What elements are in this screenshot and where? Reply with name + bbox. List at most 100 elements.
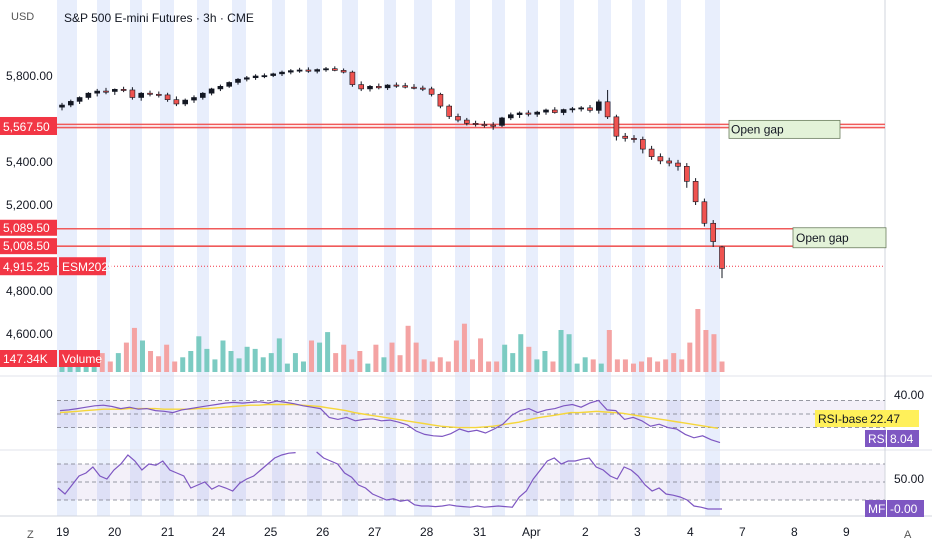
rsi-label-badge-text: RSI xyxy=(868,432,888,446)
open-gap-label: Open gap xyxy=(796,231,849,245)
volume-bar xyxy=(655,361,661,372)
last-price-badge-bg xyxy=(0,257,57,276)
candle-body xyxy=(657,156,664,162)
volume-bar xyxy=(614,359,620,372)
volume-bar xyxy=(196,336,202,372)
volume-bar xyxy=(478,338,484,372)
candle-body xyxy=(428,88,435,95)
volume-bar xyxy=(91,366,97,372)
currency-label[interactable]: USD xyxy=(11,11,35,23)
candle-body xyxy=(402,85,409,88)
volume-bar xyxy=(695,309,701,372)
candle-body xyxy=(138,92,144,98)
volume-bar xyxy=(639,361,645,372)
session-band xyxy=(598,0,611,516)
rsi-ma-value-badge-bg xyxy=(867,410,919,427)
candle-body xyxy=(208,88,215,94)
rsi-value-badge: 8.04 xyxy=(887,430,919,447)
open-gap-note xyxy=(792,227,887,249)
auto-scale-a-button[interactable]: A xyxy=(904,529,912,541)
volume-bar xyxy=(349,359,355,372)
volume-bar xyxy=(115,353,121,372)
time-tick-label: 28 xyxy=(420,525,434,539)
volume-bar xyxy=(421,359,427,372)
candle-body xyxy=(59,104,65,108)
candle-body xyxy=(173,99,180,105)
price-label-badge-text: 5,089.50 xyxy=(3,221,50,235)
volume-bar xyxy=(365,363,371,372)
volume-bar xyxy=(663,359,669,372)
time-tick-label: 26 xyxy=(316,525,330,539)
volume-bar xyxy=(606,330,612,372)
volume-bar xyxy=(188,351,194,372)
candle-body xyxy=(76,97,83,102)
time-tick-label: 31 xyxy=(473,525,487,539)
candle-body xyxy=(507,114,514,119)
candle-body xyxy=(375,86,382,89)
candle-body xyxy=(164,94,171,100)
mf-value-badge-bg xyxy=(887,500,924,517)
time-tick-label: 3 xyxy=(634,525,641,539)
price-label-badge-text: 5,567.50 xyxy=(3,120,50,134)
session-band xyxy=(307,0,322,516)
volume-bar xyxy=(373,344,379,372)
volume-bar xyxy=(333,353,339,372)
volume-bar xyxy=(99,353,105,372)
symbol-badge: ESM2025 xyxy=(59,257,115,276)
candle-body xyxy=(120,89,127,91)
session-band xyxy=(492,0,505,516)
time-tick-label: 4 xyxy=(687,525,694,539)
candle-body xyxy=(613,116,620,137)
volume-value-badge-bg xyxy=(0,350,57,367)
candle-body xyxy=(217,86,224,90)
volume-bar xyxy=(107,361,113,372)
volume-bar xyxy=(590,359,596,372)
candle-body xyxy=(472,123,479,125)
candle-body xyxy=(156,93,162,96)
volume-bar xyxy=(180,357,186,372)
session-band xyxy=(526,0,538,516)
candle-body xyxy=(719,246,725,269)
time-axis: 19 20 21 24 25 26 27 28 31 Apr 2 3 4 7 8 9 xyxy=(56,525,850,539)
price-label-badge-text: 5,008.50 xyxy=(3,239,50,253)
time-tick-label: 2 xyxy=(582,525,589,539)
candle-body xyxy=(305,69,312,72)
price-tick-label: 4,600.00 xyxy=(6,327,53,341)
time-tick-label: 8 xyxy=(791,525,798,539)
mf-label-badge-text: MF xyxy=(868,502,885,516)
open-gaps: Open gap Open gap xyxy=(0,119,887,249)
price-axis: 5,800.00 5,400.00 5,200.00 4,800.00 4,600.00 xyxy=(6,69,53,341)
zoom-z-button[interactable]: Z xyxy=(27,529,34,541)
volume-bar xyxy=(204,348,210,372)
candle-body xyxy=(701,201,708,224)
candle-body xyxy=(384,84,391,89)
candle-body xyxy=(710,222,717,242)
volume-bar xyxy=(582,357,588,372)
volume-bar xyxy=(711,334,717,372)
candle-body xyxy=(569,108,576,111)
price-tick-label: 4,800.00 xyxy=(6,284,53,298)
volume-bar xyxy=(156,356,162,372)
rsi-axis-tick: 40.00 xyxy=(894,388,924,402)
mf-label-badge-bg xyxy=(865,500,886,517)
price-tick-label: 5,800.00 xyxy=(6,69,53,83)
rsi-ma-line xyxy=(59,403,719,429)
candle-body xyxy=(200,92,206,98)
volume-bar xyxy=(212,359,218,372)
session-band xyxy=(632,0,645,516)
volume-bar xyxy=(486,361,492,372)
mf-value-badge-text: -0.00 xyxy=(890,502,918,516)
volume-bar xyxy=(164,344,170,372)
volume-bar xyxy=(622,359,628,372)
volume-bar xyxy=(389,342,395,372)
candle-body xyxy=(270,73,277,76)
price-label-badge: 5,567.50 xyxy=(0,116,57,135)
time-tick-label: 21 xyxy=(161,525,175,539)
candle-body xyxy=(692,181,699,203)
volume-bar xyxy=(260,357,266,372)
volume-bar xyxy=(284,363,290,372)
volume-bar xyxy=(679,359,685,372)
candle-body xyxy=(560,109,567,113)
symbol-badge-bg xyxy=(59,257,106,276)
